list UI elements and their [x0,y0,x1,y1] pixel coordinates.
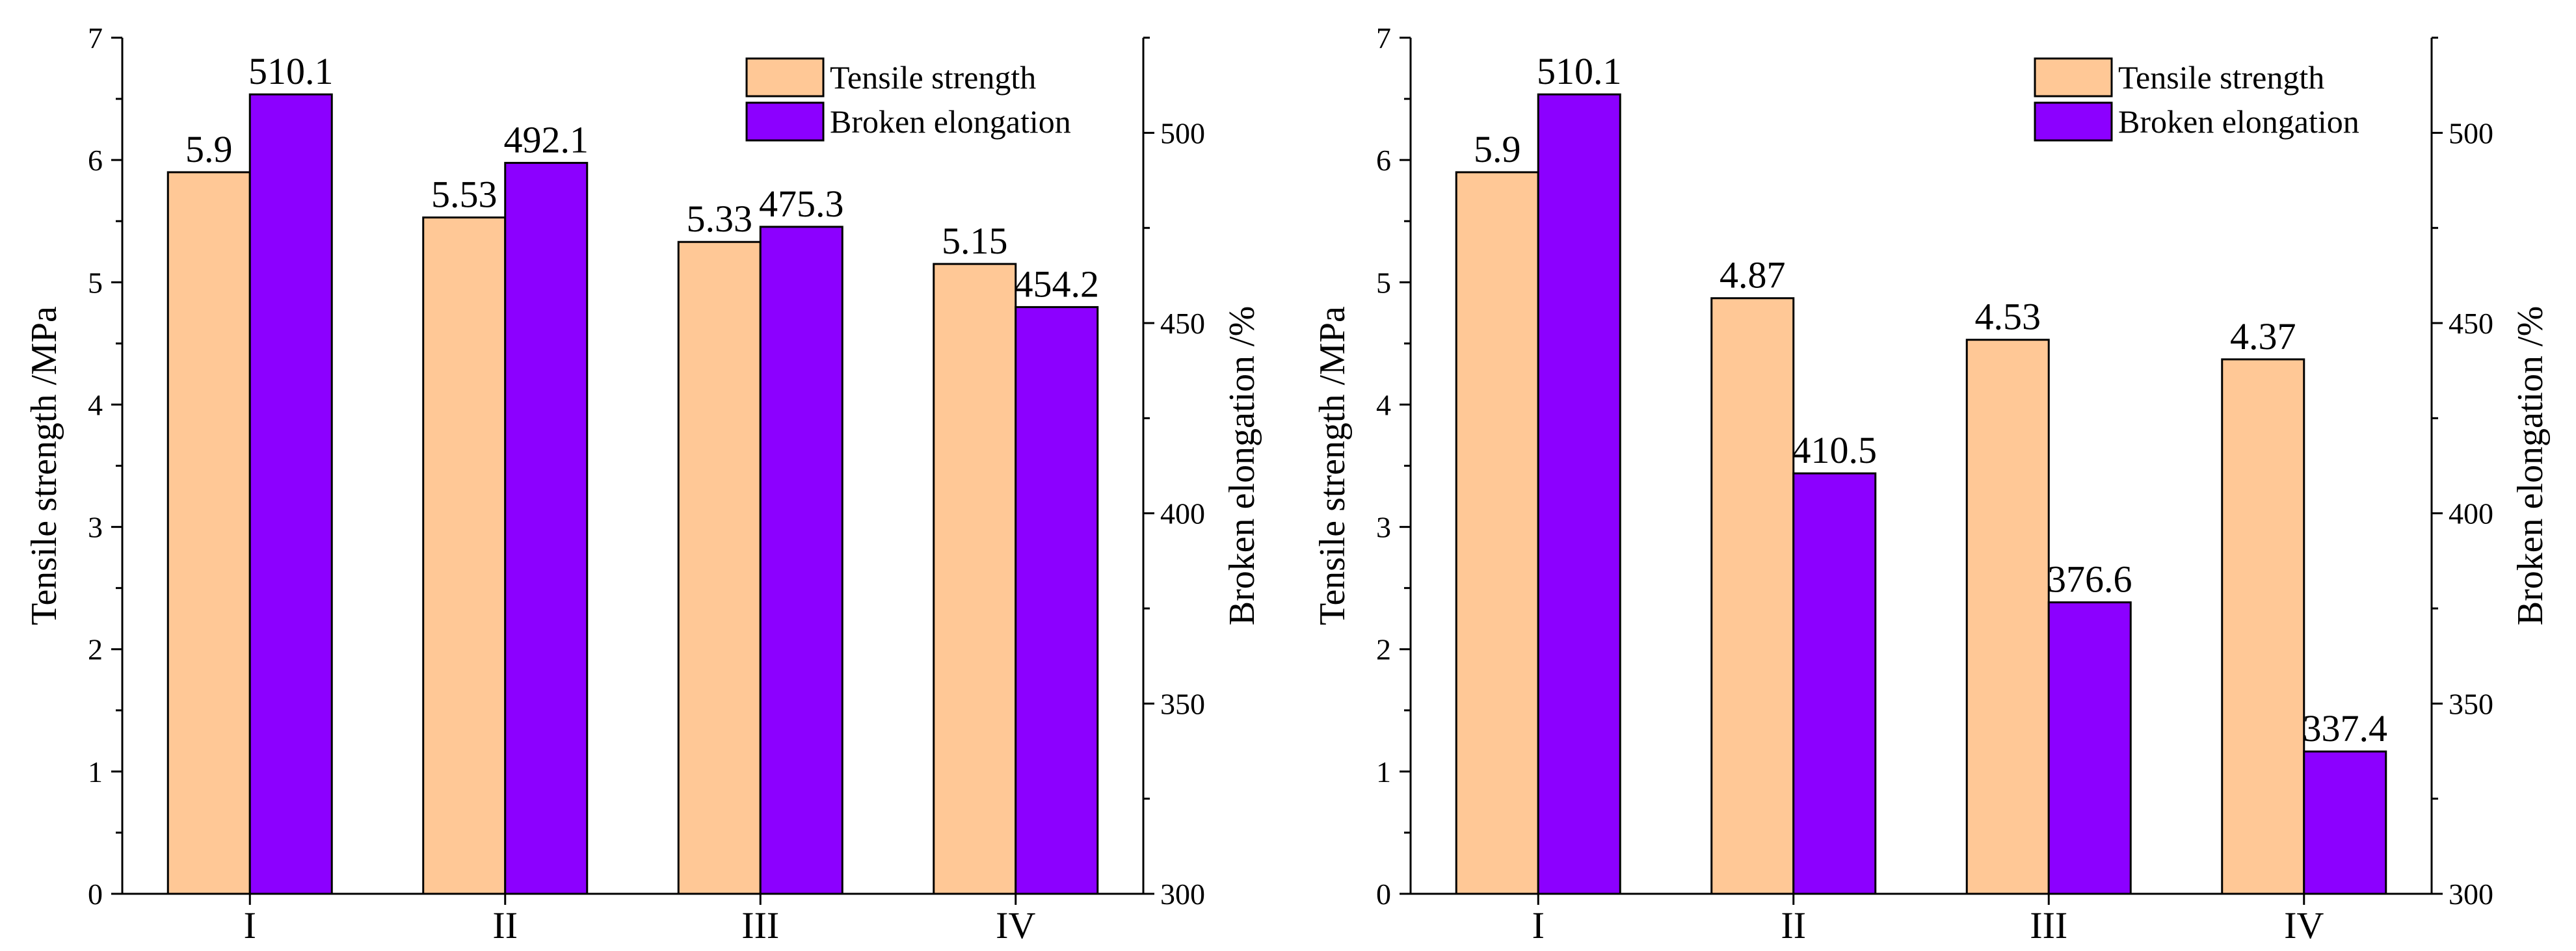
value-label: 492.1 [504,119,589,161]
y-tick-label: 2 [88,633,103,666]
bar-tensile-1 [166,171,251,895]
y-tick-label: 7 [88,21,103,55]
y-tick-label: 1 [1376,755,1391,788]
bar-tensile-2 [422,216,507,895]
bar-tensile-4 [2221,358,2305,895]
value-label: 475.3 [759,183,844,225]
bar-tensile-2 [1710,297,1795,895]
value-label: 5.53 [431,174,498,216]
bar-elongation-1 [248,93,333,895]
value-label: 4.37 [2230,315,2296,358]
y2-tick-label: 300 [1160,878,1205,911]
legend-swatch-tensile [2034,57,2113,98]
bar-tensile-3 [1965,339,2050,895]
bar-elongation-3 [2047,601,2132,895]
value-label: 510.1 [248,50,334,92]
y2-axis-title: Broken elongation /% [1222,306,1262,625]
value-label: 4.87 [1720,254,1786,296]
y-tick-label: 2 [1376,633,1391,666]
x-tick-label: II [1781,904,1806,946]
x-tick-label: III [741,904,779,946]
y-tick-label: 1 [88,755,103,788]
x-tick-label: IV [996,904,1035,946]
y2-tick-label: 350 [2449,687,2493,720]
y2-tick-label: 500 [1160,116,1205,150]
y-tick-label: 3 [88,511,103,544]
legend-label: Broken elongation [2118,103,2359,140]
y-tick-label: 0 [88,878,103,911]
legend-swatch-elongation [2034,101,2113,142]
y-tick-label: 5 [1376,266,1391,299]
value-label: 5.15 [942,220,1008,262]
value-label: 454.2 [1015,263,1100,305]
bar-tensile-3 [677,241,762,895]
y-tick-label: 5 [88,266,103,299]
value-label: 5.33 [687,198,753,240]
y2-tick-label: 350 [1160,687,1205,720]
y2-tick-label: 450 [1160,307,1205,340]
y-tick-label: 4 [88,388,103,421]
x-tick-label: IV [2284,904,2324,946]
x-tick-label: I [244,904,256,946]
y2-tick-label: 450 [2449,307,2493,340]
value-label: 337.4 [2303,707,2388,749]
legend-label: Tensile strength [2118,59,2324,96]
bar-elongation-1 [1537,93,1621,895]
y2-axis-title: Broken elongation /% [2510,306,2551,625]
bar-elongation-3 [759,226,843,895]
x-tick-label: III [2030,904,2067,946]
y-tick-label: 6 [88,144,103,177]
y2-tick-label: 300 [2449,878,2493,911]
value-label: 5.9 [1474,128,1521,170]
value-label: 4.53 [1975,296,2041,338]
y-tick-label: 3 [1376,511,1391,544]
x-tick-label: I [1532,904,1545,946]
y-axis-title: Tensile strength /MPa [24,306,64,625]
bar-elongation-4 [2303,750,2387,895]
y-tick-label: 7 [1376,21,1391,55]
bar-tensile-4 [933,263,1017,895]
chart-right: 5.9 510.1 I 4.87 410.5 II 4.53 376.6 III 4.37 337.… [1312,21,2551,946]
legend-label: Tensile strength [830,59,1036,96]
value-label: 5.9 [185,128,233,170]
y2-tick-label: 400 [1160,497,1205,530]
bar-elongation-2 [504,162,589,895]
y-tick-label: 4 [1376,388,1391,421]
y2-tick-label: 400 [2449,497,2493,530]
legend-swatch-tensile [745,57,825,98]
value-label: 510.1 [1537,50,1622,92]
x-tick-label: II [492,904,518,946]
legend-label: Broken elongation [830,103,1071,140]
y-axis-title: Tensile strength /MPa [1312,306,1353,625]
y2-tick-label: 500 [2449,116,2493,150]
value-label: 410.5 [1792,429,1878,471]
bar-tensile-1 [1455,171,1539,895]
y-tick-label: 6 [1376,144,1391,177]
bar-elongation-2 [1792,472,1877,895]
value-label: 376.6 [2047,558,2132,601]
bar-elongation-4 [1015,306,1099,895]
legend-swatch-elongation [745,101,825,142]
y-tick-label: 0 [1376,878,1391,911]
